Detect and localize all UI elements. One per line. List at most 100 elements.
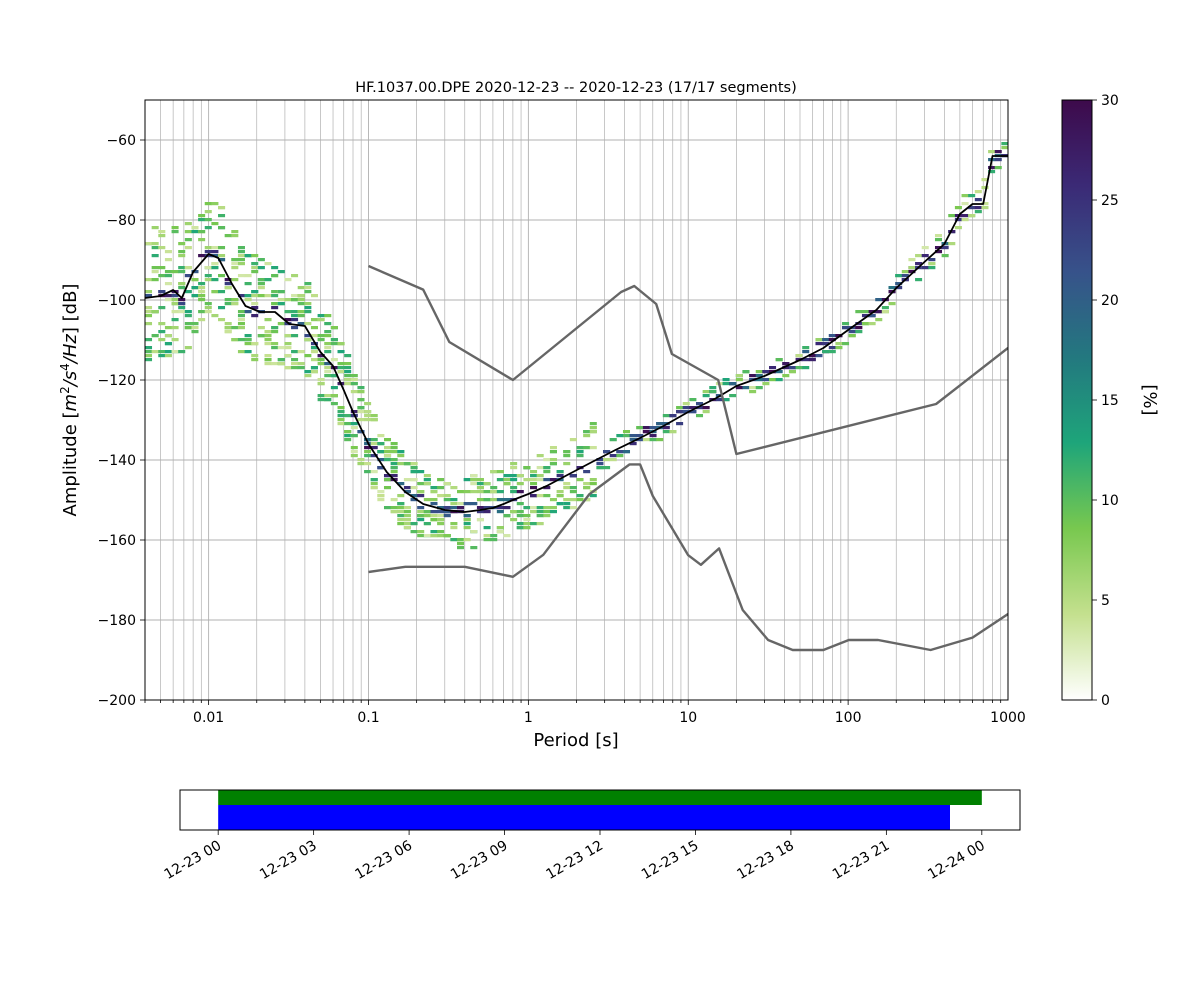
probability-cell bbox=[410, 478, 418, 482]
chart-title: HF.1037.00.DPE 2020-12-23 -- 2020-12-23 … bbox=[355, 80, 796, 96]
probability-cell bbox=[689, 398, 697, 402]
probability-cell bbox=[310, 350, 318, 354]
probability-cell bbox=[536, 514, 544, 518]
probability-cell bbox=[815, 342, 823, 346]
noise-model-curve bbox=[368, 463, 1008, 652]
probability-cell bbox=[218, 246, 226, 250]
probability-cell bbox=[516, 526, 524, 530]
probability-cell bbox=[171, 310, 179, 314]
probability-cell bbox=[583, 446, 591, 450]
probability-cell bbox=[901, 270, 909, 274]
probability-cell bbox=[237, 258, 245, 262]
probability-cell bbox=[483, 510, 491, 514]
probability-cell bbox=[802, 346, 810, 350]
probability-cell bbox=[271, 346, 279, 350]
probability-cell bbox=[689, 410, 697, 414]
time-tick-label: 12-23 00 bbox=[162, 838, 225, 883]
probability-cell bbox=[523, 478, 531, 482]
probability-cell bbox=[875, 298, 883, 302]
probability-cell bbox=[383, 474, 392, 478]
probability-cell bbox=[994, 158, 1002, 162]
probability-cell bbox=[178, 254, 186, 258]
probability-cell bbox=[397, 450, 405, 454]
probability-cell bbox=[589, 494, 597, 498]
probability-cell bbox=[536, 478, 544, 482]
probability-cell bbox=[563, 486, 571, 490]
probability-cell bbox=[271, 326, 279, 330]
probability-cell bbox=[735, 386, 743, 390]
probability-cell bbox=[569, 438, 577, 442]
probability-cell bbox=[563, 502, 571, 506]
probability-cell bbox=[158, 322, 166, 326]
probability-cell bbox=[463, 478, 471, 482]
probability-cell bbox=[324, 362, 332, 366]
probability-cell bbox=[324, 334, 332, 338]
colorbar-tick-label: 5 bbox=[1101, 593, 1110, 609]
colorbar-label: [%] bbox=[1139, 384, 1160, 415]
probability-cell bbox=[350, 390, 358, 394]
probability-cell bbox=[437, 522, 445, 526]
probability-cell bbox=[802, 366, 810, 370]
probability-cell bbox=[928, 258, 936, 262]
probability-cell bbox=[291, 274, 299, 278]
probability-cell bbox=[828, 350, 836, 354]
probability-cell bbox=[403, 478, 411, 482]
probability-cell bbox=[483, 490, 491, 494]
probability-cell bbox=[364, 410, 372, 414]
probability-cell bbox=[968, 194, 976, 198]
probability-cell bbox=[530, 494, 538, 498]
probability-cell bbox=[423, 522, 431, 526]
probability-cell bbox=[164, 270, 172, 274]
probability-cell bbox=[616, 450, 624, 454]
probability-cell bbox=[204, 250, 212, 254]
probability-cell bbox=[330, 394, 338, 398]
probability-cell bbox=[198, 230, 206, 234]
probability-cell bbox=[191, 330, 199, 334]
probability-cell bbox=[164, 298, 172, 302]
probability-cell bbox=[164, 342, 172, 346]
probability-cell bbox=[417, 470, 425, 474]
probability-cell bbox=[881, 310, 889, 314]
probability-cell bbox=[437, 486, 445, 490]
probability-cell bbox=[496, 510, 504, 514]
probability-cell bbox=[961, 214, 969, 218]
probability-cell bbox=[397, 514, 405, 518]
probability-cell bbox=[417, 482, 425, 486]
probability-cell bbox=[417, 494, 425, 498]
time-tick-label: 12-23 21 bbox=[830, 838, 893, 883]
probability-cell bbox=[822, 342, 830, 346]
probability-cell bbox=[277, 358, 285, 362]
probability-cell bbox=[682, 406, 690, 410]
probability-cell bbox=[191, 270, 199, 274]
probability-cell bbox=[237, 322, 245, 326]
probability-cell bbox=[310, 318, 318, 322]
probability-cell bbox=[556, 494, 564, 498]
probability-cell bbox=[476, 486, 484, 490]
probability-cell bbox=[888, 302, 896, 306]
probability-cell bbox=[476, 498, 484, 502]
probability-cell bbox=[417, 510, 425, 514]
probability-cell bbox=[390, 474, 398, 478]
probability-cell bbox=[583, 482, 591, 486]
probability-cell bbox=[310, 326, 318, 330]
probability-cell bbox=[231, 278, 239, 282]
probability-cell bbox=[895, 274, 903, 278]
probability-cell bbox=[291, 318, 299, 322]
probability-cell bbox=[251, 302, 259, 306]
probability-cell bbox=[596, 462, 604, 466]
probability-cell bbox=[417, 490, 425, 494]
probability-cell bbox=[742, 370, 750, 374]
probability-cell bbox=[324, 350, 332, 354]
probability-cell bbox=[450, 538, 458, 542]
probability-cell bbox=[423, 514, 431, 518]
probability-cell bbox=[344, 354, 352, 358]
mode-curve bbox=[145, 155, 1008, 513]
probability-cell bbox=[350, 454, 358, 458]
probability-cell bbox=[178, 282, 186, 286]
probability-cell bbox=[589, 478, 597, 482]
probability-cell bbox=[310, 346, 318, 350]
probability-cell bbox=[629, 434, 637, 438]
probability-cell bbox=[291, 326, 299, 330]
probability-cell bbox=[410, 498, 418, 502]
probability-cell bbox=[536, 506, 544, 510]
